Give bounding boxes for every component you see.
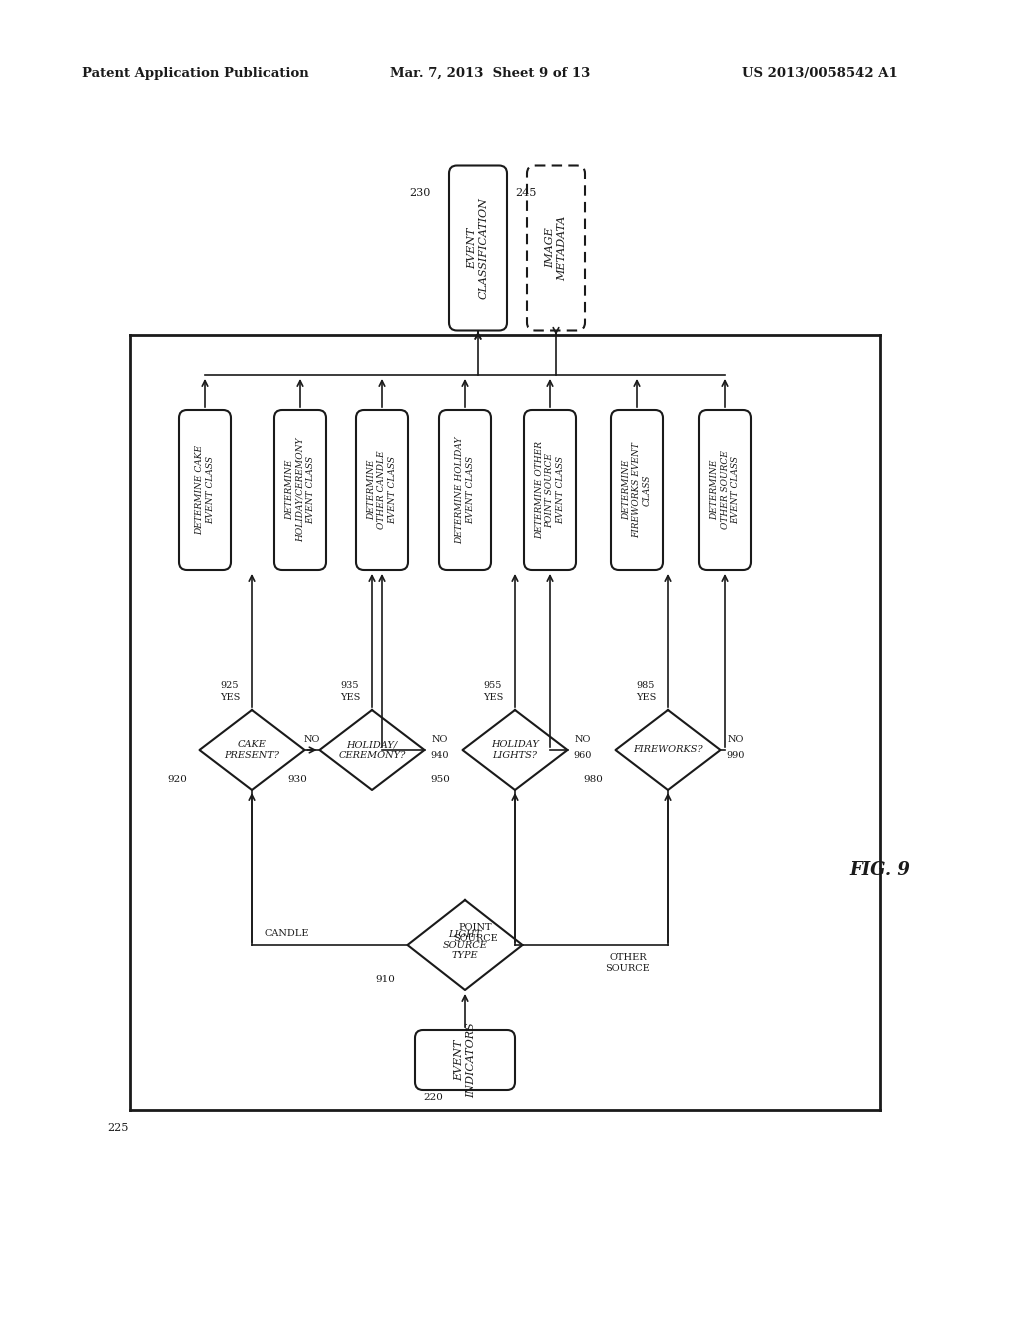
Text: YES: YES — [220, 693, 241, 702]
Text: DETERMINE
OTHER SOURCE
EVENT CLASS: DETERMINE OTHER SOURCE EVENT CLASS — [710, 450, 740, 529]
Text: EVENT
INDICATORS: EVENT INDICATORS — [455, 1022, 476, 1098]
Text: 935: 935 — [341, 681, 359, 690]
Text: LIGHT
SOURCE
TYPE: LIGHT SOURCE TYPE — [442, 931, 487, 960]
FancyBboxPatch shape — [699, 411, 751, 570]
FancyBboxPatch shape — [611, 411, 663, 570]
Text: 245: 245 — [515, 187, 537, 198]
Text: CANDLE: CANDLE — [265, 928, 309, 937]
Text: NO: NO — [304, 735, 321, 744]
FancyBboxPatch shape — [449, 165, 507, 330]
Text: 920: 920 — [167, 776, 187, 784]
FancyBboxPatch shape — [527, 165, 585, 330]
Polygon shape — [408, 900, 522, 990]
Text: 220: 220 — [423, 1093, 443, 1102]
Text: POINT
SOURCE: POINT SOURCE — [453, 923, 498, 942]
Text: Mar. 7, 2013  Sheet 9 of 13: Mar. 7, 2013 Sheet 9 of 13 — [390, 66, 590, 79]
Text: YES: YES — [636, 693, 656, 702]
FancyBboxPatch shape — [274, 411, 326, 570]
FancyBboxPatch shape — [179, 411, 231, 570]
FancyBboxPatch shape — [524, 411, 575, 570]
Text: NO: NO — [431, 735, 447, 744]
Text: 990: 990 — [726, 751, 744, 759]
Polygon shape — [200, 710, 304, 789]
FancyBboxPatch shape — [439, 411, 490, 570]
Text: OTHER
SOURCE: OTHER SOURCE — [605, 953, 650, 973]
Text: 955: 955 — [483, 681, 502, 690]
Text: NO: NO — [574, 735, 591, 744]
Polygon shape — [615, 710, 721, 789]
Text: HOLIDAY
LIGHTS?: HOLIDAY LIGHTS? — [492, 741, 539, 760]
Text: IMAGE
METADATA: IMAGE METADATA — [545, 215, 567, 281]
Text: 980: 980 — [583, 776, 603, 784]
Text: YES: YES — [340, 693, 360, 702]
Text: DETERMINE HOLIDAY
EVENT CLASS: DETERMINE HOLIDAY EVENT CLASS — [456, 436, 475, 544]
Text: 960: 960 — [573, 751, 592, 759]
Polygon shape — [319, 710, 425, 789]
Text: 910: 910 — [375, 975, 395, 985]
Text: DETERMINE OTHER
POINT SOURCE
EVENT CLASS: DETERMINE OTHER POINT SOURCE EVENT CLASS — [536, 441, 565, 539]
Text: DETERMINE
OTHER CANDLE
EVENT CLASS: DETERMINE OTHER CANDLE EVENT CLASS — [367, 450, 397, 529]
Text: DETERMINE
FIREWORKS EVENT
CLASS: DETERMINE FIREWORKS EVENT CLASS — [623, 442, 652, 539]
Text: NO: NO — [727, 735, 743, 744]
FancyBboxPatch shape — [415, 1030, 515, 1090]
Text: 950: 950 — [430, 776, 450, 784]
Text: 985: 985 — [637, 681, 655, 690]
Text: DETERMINE
HOLIDAY/CEREMONY
EVENT CLASS: DETERMINE HOLIDAY/CEREMONY EVENT CLASS — [285, 438, 315, 543]
Text: Patent Application Publication: Patent Application Publication — [82, 66, 308, 79]
Text: FIREWORKS?: FIREWORKS? — [633, 746, 702, 755]
Text: YES: YES — [482, 693, 503, 702]
Text: CAKE
PRESENT?: CAKE PRESENT? — [224, 741, 280, 760]
Text: 225: 225 — [108, 1123, 129, 1133]
Text: US 2013/0058542 A1: US 2013/0058542 A1 — [742, 66, 898, 79]
Polygon shape — [463, 710, 567, 789]
Text: FIG. 9: FIG. 9 — [850, 861, 910, 879]
Text: HOLIDAY/
CEREMONY?: HOLIDAY/ CEREMONY? — [338, 741, 406, 760]
Text: 930: 930 — [287, 776, 307, 784]
FancyBboxPatch shape — [356, 411, 408, 570]
Text: DETERMINE CAKE
EVENT CLASS: DETERMINE CAKE EVENT CLASS — [196, 445, 215, 535]
Text: 940: 940 — [430, 751, 449, 759]
Text: 925: 925 — [221, 681, 240, 690]
Text: EVENT
CLASSIFICATION: EVENT CLASSIFICATION — [467, 197, 488, 298]
Text: 230: 230 — [410, 187, 431, 198]
